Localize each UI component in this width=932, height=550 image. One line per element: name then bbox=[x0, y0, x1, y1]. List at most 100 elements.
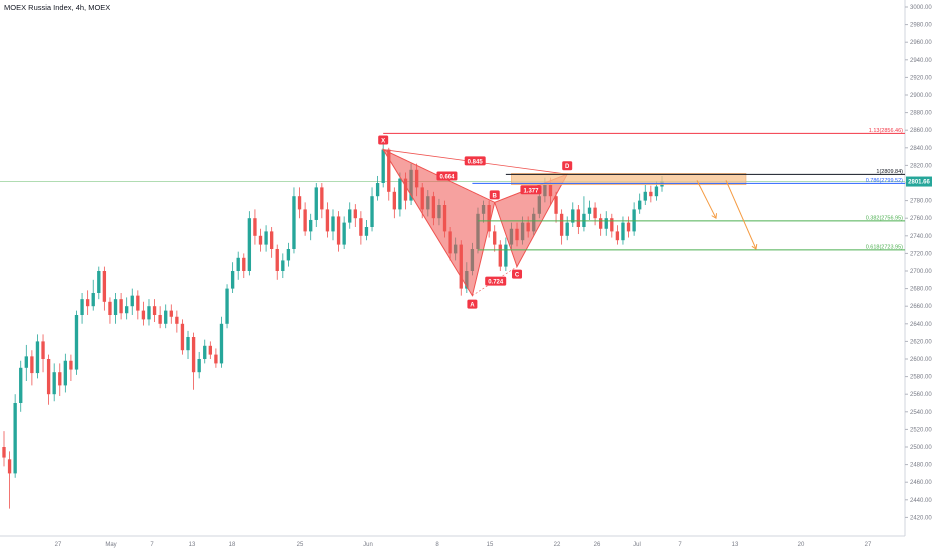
price-tick-label: 2680.00 bbox=[910, 287, 932, 293]
candle-body bbox=[610, 218, 614, 232]
price-tick-label: 2440.00 bbox=[910, 498, 932, 504]
projection-arrow-1 bbox=[696, 180, 717, 219]
candle-body bbox=[7, 459, 12, 474]
pattern-point-b-text: B bbox=[493, 193, 498, 199]
candle-body bbox=[69, 360, 73, 370]
chart-title: MOEX Russia Index, 4h, MOEX bbox=[4, 3, 111, 12]
ratio-bd bbox=[520, 185, 542, 195]
ratio-bd-text: 1.377 bbox=[523, 188, 539, 194]
candle-body bbox=[643, 191, 647, 201]
price-tick-label: 2420.00 bbox=[910, 515, 932, 521]
candle-body bbox=[331, 216, 335, 232]
candle-body bbox=[169, 310, 173, 317]
candle-body bbox=[554, 196, 558, 214]
time-tick-label: 20 bbox=[798, 542, 805, 548]
time-tick-label: 7 bbox=[678, 542, 682, 548]
candle-body bbox=[130, 295, 134, 307]
time-tick-label: 25 bbox=[297, 542, 304, 548]
ratio-xb bbox=[436, 171, 458, 181]
candle-body bbox=[593, 207, 597, 219]
candle-body bbox=[654, 186, 659, 197]
candle-body bbox=[214, 354, 218, 364]
candle-body bbox=[381, 149, 385, 183]
candle-body bbox=[571, 209, 575, 223]
time-tick-label: Jul bbox=[633, 542, 641, 548]
candle-body bbox=[125, 306, 129, 314]
candle-body bbox=[108, 301, 112, 315]
candle-body bbox=[615, 231, 620, 241]
price-tick-label: 2540.00 bbox=[910, 410, 932, 416]
ratio-xd bbox=[464, 156, 486, 166]
time-tick-label: 18 bbox=[229, 542, 236, 548]
candle-body bbox=[158, 315, 162, 324]
candle-body bbox=[208, 345, 212, 355]
pattern-ac-line bbox=[472, 266, 518, 296]
candle-body bbox=[348, 209, 352, 223]
candle-body bbox=[638, 200, 642, 210]
candle-body bbox=[275, 249, 279, 271]
candle-body bbox=[297, 196, 302, 210]
price-tick-label: 2560.00 bbox=[910, 392, 932, 398]
candle-body bbox=[242, 257, 246, 271]
ratio-xb-text: 0.664 bbox=[439, 174, 455, 180]
time-tick-label: 13 bbox=[189, 542, 196, 548]
time-tick-label: May bbox=[105, 542, 116, 548]
candle-body bbox=[52, 372, 56, 395]
candle-body bbox=[175, 316, 179, 324]
price-tick-label: 2620.00 bbox=[910, 339, 932, 345]
candle-body bbox=[387, 149, 391, 192]
candle-body bbox=[498, 244, 502, 267]
candle-body bbox=[113, 299, 118, 315]
candle-body bbox=[225, 288, 229, 324]
time-tick-label: 7 bbox=[150, 542, 154, 548]
candle-body bbox=[269, 231, 274, 249]
candle-body bbox=[203, 345, 207, 359]
candle-body bbox=[493, 231, 497, 245]
candle-body bbox=[286, 249, 291, 261]
price-tick-label: 2740.00 bbox=[910, 234, 932, 240]
pattern-point-a bbox=[467, 299, 478, 309]
price-tick-label: 3000.00 bbox=[910, 5, 932, 11]
candle-body bbox=[342, 222, 346, 245]
pattern-point-x-text: X bbox=[381, 139, 385, 145]
price-tick-label: 2980.00 bbox=[910, 23, 932, 29]
pattern-point-d bbox=[562, 161, 573, 171]
candle-body bbox=[370, 196, 374, 227]
candle-body bbox=[230, 271, 235, 289]
price-tick-label: 2920.00 bbox=[910, 75, 932, 81]
candle-body bbox=[19, 367, 23, 403]
candle-body bbox=[141, 310, 146, 320]
candle-body bbox=[621, 222, 625, 241]
candle-body bbox=[649, 191, 653, 197]
candle-body bbox=[359, 218, 363, 236]
time-tick-label: 26 bbox=[594, 542, 601, 548]
price-tick-label: 2600.00 bbox=[910, 357, 932, 363]
candle-body bbox=[403, 178, 408, 201]
fib-level-label: 0.382(2756.95) bbox=[866, 215, 903, 221]
candle-body bbox=[41, 341, 45, 359]
candle-body bbox=[58, 372, 62, 386]
candle-body bbox=[63, 360, 68, 386]
price-tick-label: 2780.00 bbox=[910, 199, 932, 205]
candle-body bbox=[336, 216, 341, 245]
fib-level-label: 0.618(2723.95) bbox=[866, 244, 903, 250]
candle-body bbox=[353, 209, 357, 219]
candle-body bbox=[626, 222, 631, 232]
pattern-point-c bbox=[512, 269, 523, 279]
candle-body bbox=[85, 299, 90, 307]
price-tick-label: 2500.00 bbox=[910, 445, 932, 451]
candle-body bbox=[253, 218, 257, 236]
candle-body bbox=[152, 306, 157, 315]
price-tick-label: 2720.00 bbox=[910, 251, 932, 257]
candle-body bbox=[292, 196, 296, 249]
fib-level-label: 1.13(2856.46) bbox=[869, 128, 903, 134]
price-tick-label: 2640.00 bbox=[910, 322, 932, 328]
candle-body bbox=[30, 356, 34, 374]
candle-body bbox=[119, 299, 123, 314]
price-tick-label: 2960.00 bbox=[910, 40, 932, 46]
pattern-point-b bbox=[489, 190, 500, 200]
candle-body bbox=[35, 341, 40, 374]
ratio-ac-text: 0.724 bbox=[488, 280, 504, 286]
